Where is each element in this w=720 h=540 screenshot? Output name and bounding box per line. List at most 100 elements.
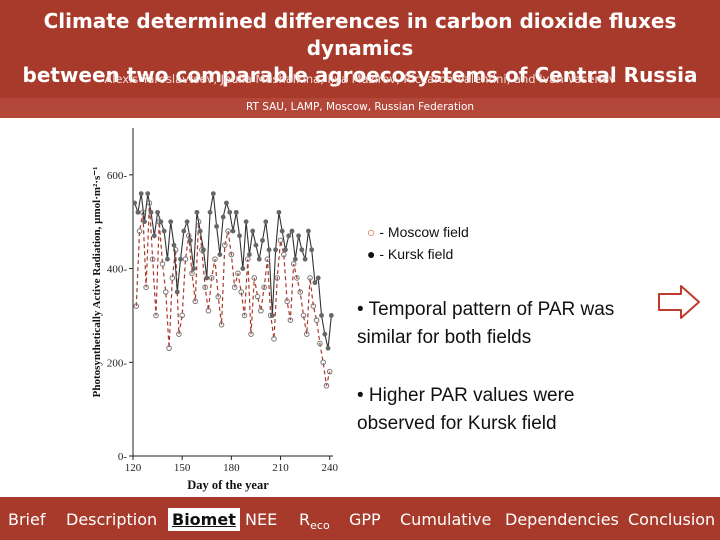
nav-conclusion[interactable]: Conclusion — [628, 510, 716, 529]
kursk-point — [214, 224, 220, 229]
moscow-point — [251, 275, 258, 281]
nav-reco-label: R — [299, 510, 311, 529]
x-tick-label: 240 — [321, 462, 338, 474]
moscow-point — [133, 303, 140, 309]
moscow-point — [258, 307, 264, 314]
moscow-point — [153, 312, 159, 319]
moscow-point — [218, 322, 225, 328]
kursk-point — [155, 209, 160, 215]
open-circle-icon: ○ — [367, 224, 376, 240]
chart-legend: ○ - Moscow field ● - Kursk field — [367, 221, 469, 265]
affiliation-bar — [0, 98, 720, 118]
moscow-point — [320, 359, 326, 366]
next-arrow-icon[interactable] — [655, 282, 703, 322]
moscow-point — [274, 275, 281, 281]
legend-moscow-label: - Moscow field — [379, 224, 469, 240]
moscow-point — [205, 307, 212, 314]
kursk-point — [174, 289, 180, 295]
moscow-point — [313, 317, 320, 323]
kursk-point — [263, 219, 269, 225]
moscow-point — [202, 284, 208, 291]
kursk-point — [279, 228, 285, 234]
moscow-point — [323, 382, 330, 389]
moscow-point — [149, 256, 156, 262]
kursk-point — [243, 219, 249, 225]
kursk-point — [168, 219, 174, 225]
kursk-point — [161, 228, 167, 234]
kursk-point — [135, 209, 141, 215]
moscow-point — [140, 209, 146, 216]
moscow-point — [143, 284, 149, 291]
moscow-point — [136, 228, 143, 234]
kursk-point — [171, 242, 177, 248]
nav-description[interactable]: Description — [66, 510, 158, 529]
kursk-point — [191, 266, 197, 271]
nav-brief[interactable]: Brief — [8, 510, 46, 529]
kursk-point — [292, 256, 298, 262]
kursk-point — [220, 214, 226, 220]
moscow-point — [244, 256, 251, 262]
moscow-trend-line — [135, 202, 331, 386]
x-tick-label: 120 — [125, 462, 142, 474]
nav-biomet[interactable]: Biomet — [168, 508, 240, 531]
moscow-point — [238, 289, 244, 295]
kursk-point — [210, 191, 216, 196]
kursk-point — [306, 228, 311, 234]
moscow-point — [215, 293, 222, 300]
bullet-2: • Higher PAR values were observed for Ku… — [357, 385, 575, 434]
kursk-point — [299, 247, 305, 253]
navigation-bar — [0, 497, 720, 540]
x-axis-title: Day of the year — [187, 478, 269, 492]
kursk-point — [273, 247, 279, 253]
kursk-point — [315, 275, 321, 281]
kursk-point — [224, 200, 229, 206]
kursk-point — [256, 256, 262, 262]
nav-reco[interactable]: Reco — [299, 510, 330, 532]
nav-nee[interactable]: NEE — [245, 510, 278, 529]
kursk-point — [286, 233, 292, 239]
moscow-point — [231, 284, 238, 291]
kursk-point — [322, 331, 328, 337]
y-tick-label: 0- — [118, 451, 128, 463]
authors: Alexis Yaroslavtsev, Joulia Meshalkina, … — [104, 72, 616, 86]
moscow-point — [228, 251, 235, 258]
moscow-point — [185, 232, 192, 239]
kursk-point — [187, 238, 193, 243]
moscow-point — [241, 312, 248, 319]
moscow-point — [254, 293, 261, 300]
moscow-point — [222, 242, 228, 248]
kursk-point — [194, 209, 200, 215]
moscow-point — [271, 336, 277, 342]
kursk-point — [253, 242, 259, 248]
nav-dependencies[interactable]: Dependencies — [505, 510, 619, 529]
kursk-point — [165, 256, 170, 262]
kursk-point — [142, 219, 147, 225]
nav-cumulative[interactable]: Cumulative — [400, 510, 492, 529]
kursk-point — [250, 228, 256, 234]
y-tick-label: 400- — [107, 264, 128, 276]
kursk-point — [151, 233, 157, 239]
kursk-point — [181, 228, 187, 234]
kursk-point — [240, 266, 246, 271]
kursk-point — [233, 209, 239, 215]
kursk-point — [296, 233, 301, 239]
moscow-point — [287, 317, 294, 323]
kursk-point — [204, 275, 210, 281]
kursk-point — [289, 228, 295, 234]
kursk-point — [302, 256, 308, 262]
filled-circle-icon: ● — [367, 246, 376, 262]
title-line-1: Climate determined differences in carbon… — [43, 9, 677, 60]
nav-reco-sub: eco — [310, 519, 330, 533]
moscow-point — [300, 312, 307, 319]
moscow-point — [146, 200, 153, 206]
kursk-point — [217, 252, 223, 257]
title-banner — [0, 0, 720, 98]
moscow-point — [277, 237, 284, 244]
moscow-point — [225, 228, 231, 234]
y-tick-label: 600- — [107, 170, 128, 182]
moscow-point — [162, 289, 169, 295]
kursk-point — [227, 209, 233, 215]
moscow-point — [208, 275, 215, 281]
nav-gpp[interactable]: GPP — [349, 510, 381, 529]
moscow-point — [294, 275, 300, 281]
